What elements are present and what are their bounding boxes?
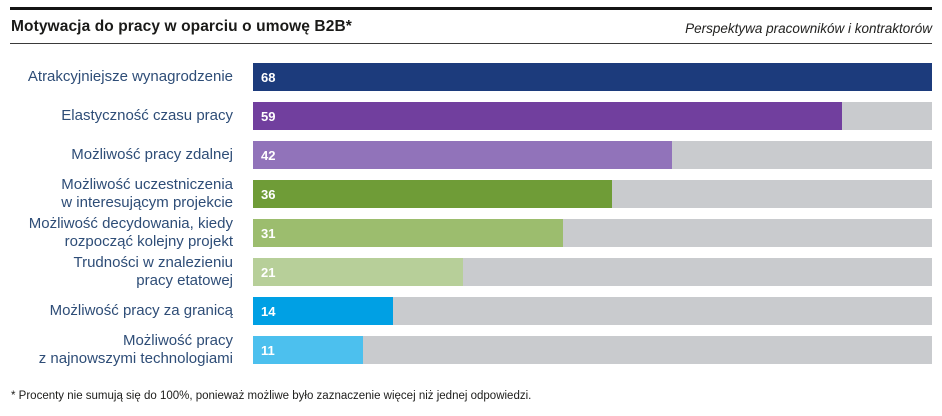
top-rule xyxy=(10,7,932,10)
bar-track: 68 xyxy=(253,63,932,91)
category-label: Możliwość pracy z najnowszymi technologi… xyxy=(38,331,233,368)
bar: 11 xyxy=(253,336,363,364)
footnote: * Procenty nie sumują się do 100%, ponie… xyxy=(11,390,532,402)
bar-row: Możliwość decydowania, kiedy rozpocząć k… xyxy=(10,215,932,250)
horizontal-bar-chart: Atrakcyjniejsze wynagrodzenie 68 Elastyc… xyxy=(10,63,932,367)
value-label: 31 xyxy=(261,225,276,241)
value-label: 36 xyxy=(261,186,276,202)
bar-track: 31 xyxy=(253,219,932,247)
category-label: Atrakcyjniejsze wynagrodzenie xyxy=(27,67,233,85)
bar-track: 42 xyxy=(253,141,932,169)
value-label: 11 xyxy=(261,342,275,358)
bar-row: Możliwość pracy zdalnej 42 xyxy=(10,141,932,169)
category-label: Trudności w znalezieniu pracy etatowej xyxy=(73,253,233,290)
bar-track: 36 xyxy=(253,180,932,208)
chart-header: Motywacja do pracy w oparciu o umowę B2B… xyxy=(10,10,932,43)
bar: 31 xyxy=(253,219,563,247)
bar-row: Możliwość pracy za granicą 14 xyxy=(10,297,932,325)
bar-track: 21 xyxy=(253,258,932,286)
value-label: 68 xyxy=(261,69,276,85)
bar-track: 11 xyxy=(253,336,932,364)
bar: 59 xyxy=(253,102,843,130)
bar: 36 xyxy=(253,180,613,208)
value-label: 21 xyxy=(261,264,276,280)
bar-track: 59 xyxy=(253,102,932,130)
chart-subtitle: Perspektywa pracowników i kontraktorów xyxy=(685,21,932,36)
value-label: 14 xyxy=(261,303,276,319)
bar: 68 xyxy=(253,63,932,91)
bar-row: Możliwość pracy z najnowszymi technologi… xyxy=(10,332,932,367)
category-label: Możliwość decydowania, kiedy rozpocząć k… xyxy=(28,214,233,251)
bar-row: Elastyczność czasu pracy 59 xyxy=(10,102,932,130)
bar: 42 xyxy=(253,141,673,169)
value-label: 42 xyxy=(261,147,276,163)
bar-row: Atrakcyjniejsze wynagrodzenie 68 xyxy=(10,63,932,91)
bar: 14 xyxy=(253,297,393,325)
bar-track: 14 xyxy=(253,297,932,325)
header-divider xyxy=(10,43,932,44)
category-label: Możliwość pracy za granicą xyxy=(49,301,233,319)
bar-row: Możliwość uczestniczenia w interesującym… xyxy=(10,176,932,211)
category-label: Elastyczność czasu pracy xyxy=(61,106,233,124)
chart-title: Motywacja do pracy w oparciu o umowę B2B… xyxy=(11,18,352,35)
bar-row: Trudności w znalezieniu pracy etatowej 2… xyxy=(10,254,932,289)
category-label: Możliwość pracy zdalnej xyxy=(71,145,233,163)
value-label: 59 xyxy=(261,108,276,124)
bar: 21 xyxy=(253,258,463,286)
category-label: Możliwość uczestniczenia w interesującym… xyxy=(61,175,233,212)
